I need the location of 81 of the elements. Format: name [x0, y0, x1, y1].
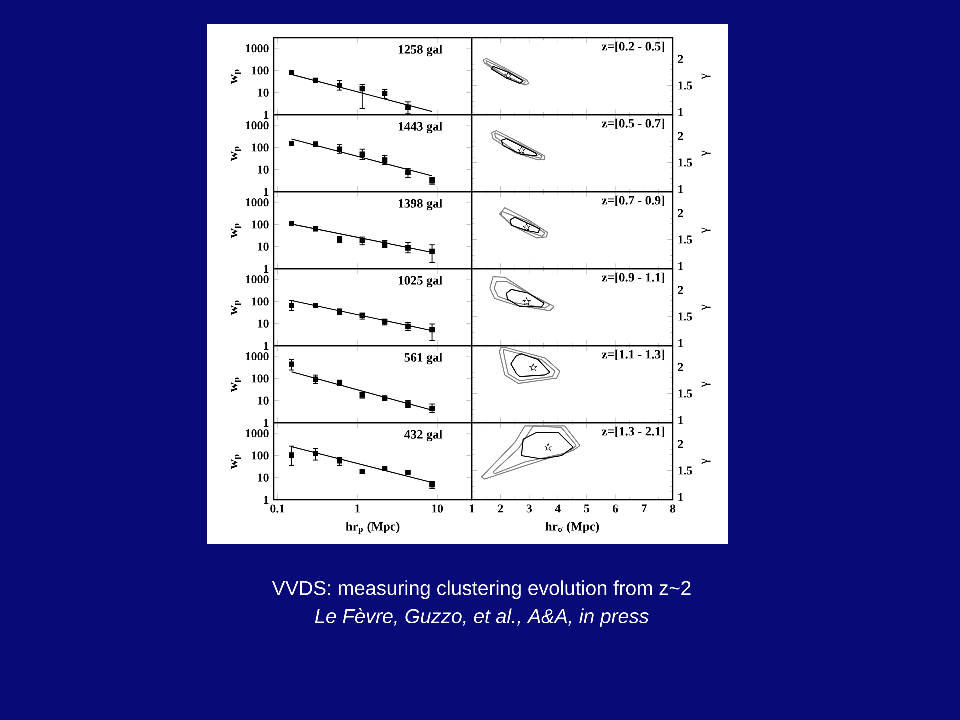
y-axis-title: w$_{p}$	[231, 70, 242, 84]
y-axis-title: γ	[702, 458, 711, 464]
y-axis-title: w$_{p}$	[231, 378, 242, 392]
y-tick-label: 10	[258, 474, 269, 482]
y-tick-label: 2	[678, 55, 684, 64]
x-axis-title: hr$_{p}$ (Mpc)	[346, 522, 400, 534]
y-tick-label: 1.5	[678, 158, 692, 167]
annotation: 432 gal	[404, 430, 442, 442]
y-tick-label: 1	[264, 265, 269, 273]
y-tick-label: 1.5	[678, 82, 692, 90]
y-tick-label: 100	[252, 298, 269, 306]
y-tick-label: 2	[678, 132, 684, 140]
y-tick-label: 100	[252, 374, 269, 383]
y-tick-label: 2	[678, 363, 684, 372]
y-tick-label: 2	[678, 209, 684, 218]
y-tick-label: 1000	[246, 121, 269, 130]
y-tick-label: 1000	[246, 352, 269, 361]
annotation: 1443 gal	[399, 122, 442, 134]
y-tick-label: 100	[252, 144, 269, 152]
y-tick-label: 1	[678, 108, 684, 116]
annotation: z=[0.7 - 0.9]	[602, 196, 664, 206]
y-tick-label: 1.5	[678, 466, 692, 475]
y-tick-label: 2	[678, 440, 684, 448]
y-tick-label: 10	[258, 320, 269, 328]
y-tick-label: 1000	[246, 44, 269, 53]
x-axis-title: hr$_{σ}$ (Mpc)	[546, 522, 600, 534]
y-tick-label: 1000	[246, 429, 269, 438]
y-tick-label: 10	[258, 242, 269, 251]
annotation: 1258 gal	[399, 44, 442, 57]
y-tick-label: 10	[258, 88, 269, 97]
y-tick-label: 2	[678, 286, 684, 294]
y-tick-label: 1.5	[678, 312, 692, 321]
x-tick-label: 5	[584, 504, 590, 513]
y-tick-label: 1.5	[678, 390, 692, 398]
y-axis-title: γ	[702, 304, 711, 310]
text: Le Fèvre, Guzzo, et al., A&A, in press	[315, 608, 649, 628]
y-tick-label: 1000	[246, 198, 269, 207]
y-tick-label: 1	[264, 111, 269, 119]
text: VVDS: measuring clustering evolution from z~2	[272, 580, 691, 600]
annotation: z=[1.3 - 2.1]	[602, 426, 664, 438]
x-tick-label: 1	[356, 504, 360, 513]
y-axis-title: γ	[702, 228, 711, 234]
x-tick-label: 3	[526, 504, 532, 513]
y-tick-label: 1	[264, 419, 269, 427]
annotation: z=[0.5 - 0.7]	[602, 118, 664, 130]
y-tick-label: 1	[678, 416, 684, 424]
y-tick-label: 1	[264, 188, 269, 196]
annotation: z=[1.1 - 1.3]	[602, 350, 664, 360]
x-tick-label: 2	[498, 504, 504, 513]
y-tick-label: 1	[678, 262, 684, 270]
y-tick-label: 1	[264, 342, 269, 350]
x-tick-label: 0.1	[270, 504, 285, 513]
x-tick-label: 6	[612, 504, 618, 513]
y-axis-title: w$_{p}$	[231, 300, 242, 316]
y-tick-label: 1	[264, 496, 269, 504]
y-tick-label: 100	[252, 220, 269, 229]
annotation: 561 gal	[404, 352, 442, 365]
y-axis-title: γ	[702, 74, 711, 80]
y-tick-label: 10	[258, 396, 269, 405]
y-axis-title: w$_{p}$	[231, 454, 242, 470]
x-tick-label: 10	[432, 504, 444, 513]
y-tick-label: 1	[678, 493, 684, 502]
x-tick-label: 1	[470, 504, 474, 513]
annotation: 1398 gal	[399, 198, 442, 211]
y-tick-label: 100	[252, 452, 269, 460]
annotation: z=[0.2 - 0.5]	[602, 42, 664, 52]
y-axis-title: γ	[702, 150, 711, 156]
y-axis-title: w$_{p}$	[231, 146, 242, 162]
y-tick-label: 10	[258, 166, 269, 174]
annotation: z=[0.9 - 1.1]	[602, 272, 664, 284]
annotation: 1025 gal	[399, 276, 442, 288]
x-tick-label: 4	[555, 504, 561, 513]
x-tick-label: 8	[670, 504, 676, 513]
y-tick-label: 1000	[246, 275, 269, 284]
y-tick-label: 100	[252, 66, 269, 75]
y-tick-label: 1	[678, 185, 684, 194]
y-axis-title: γ	[702, 382, 711, 388]
y-tick-label: 1	[678, 339, 684, 348]
x-tick-label: 7	[642, 504, 647, 513]
y-tick-label: 1.5	[678, 236, 692, 244]
y-axis-title: w$_{p}$	[231, 224, 242, 238]
